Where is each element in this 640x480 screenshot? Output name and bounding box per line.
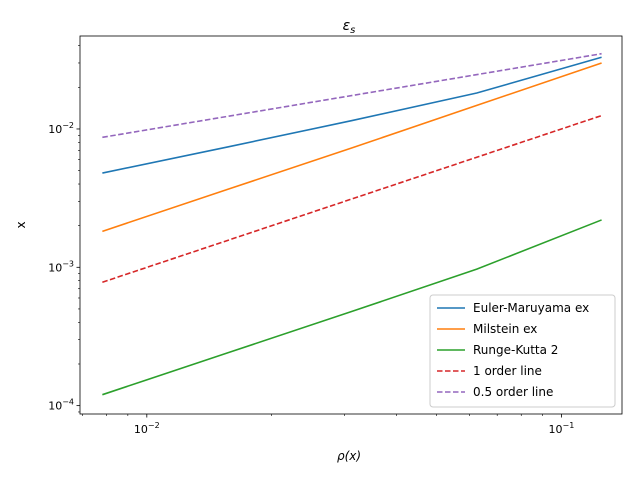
title-main: ε (343, 18, 351, 34)
series-line-0 (102, 56, 602, 174)
x-ticks: 10−2 10−1 (82, 414, 575, 436)
series-line-2 (102, 219, 602, 396)
series-line-1 (102, 62, 602, 233)
legend-label-0: Euler-Maruyama ex (473, 301, 589, 315)
series-line-4 (102, 52, 602, 139)
legend-label-2: Runge-Kutta 2 (473, 343, 558, 357)
legend-label-4: 0.5 order line (473, 385, 553, 399)
series-line-3 (102, 114, 602, 283)
legend-items: Euler-Maruyama ex Milstein ex Runge-Kutta … (437, 301, 589, 399)
legend: Euler-Maruyama ex Milstein ex Runge-Kutta … (429, 294, 616, 408)
title-sub: s (350, 25, 355, 36)
x-axis-label: ρ(x) (337, 449, 361, 463)
x-tick-label: 10−1 (549, 421, 575, 436)
plot-frame (79, 35, 623, 415)
y-tick-label: 10−2 (48, 121, 74, 136)
y-tick-label: 10−3 (48, 259, 74, 274)
lines-layer (102, 52, 602, 396)
x-tick-label: 10−2 (134, 421, 160, 436)
y-ticks: 10−4 10−3 10−2 (48, 45, 80, 413)
legend-label-3: 1 order line (473, 364, 542, 378)
chart-title: εs (343, 18, 356, 36)
legend-label-1: Milstein ex (473, 322, 537, 336)
legend-box (429, 294, 616, 408)
y-tick-label: 10−4 (48, 398, 74, 413)
y-axis-label: x (14, 221, 28, 228)
